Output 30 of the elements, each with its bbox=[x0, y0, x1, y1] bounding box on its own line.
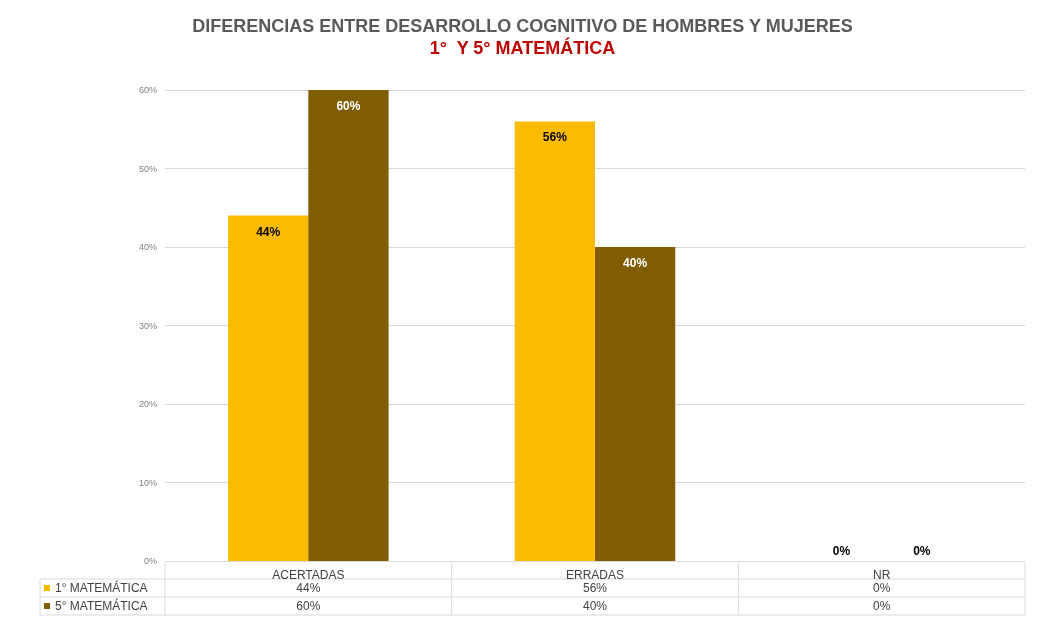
data-label: 60% bbox=[296, 599, 321, 613]
text: 0% bbox=[832, 544, 851, 558]
text: 40% bbox=[623, 256, 648, 270]
y-tick-label: 40% bbox=[138, 242, 157, 252]
x-tick-label: ACERTADAS bbox=[272, 568, 345, 582]
bar bbox=[308, 90, 389, 561]
legend-label: 5° MATEMÁTICA bbox=[55, 598, 148, 613]
bar bbox=[595, 247, 676, 561]
chart-subtitle: 1° Y 5° MATEMÁTICA bbox=[429, 37, 616, 58]
x-tick-label: NR bbox=[872, 568, 891, 582]
y-tick-label: 50% bbox=[138, 163, 157, 174]
data-label: 0% bbox=[872, 581, 891, 595]
y-tick-label: 30% bbox=[138, 320, 157, 331]
x-tick-label: ERRADAS bbox=[565, 568, 625, 582]
text: 0% bbox=[913, 544, 931, 558]
data-label: 0% bbox=[872, 599, 891, 613]
text: 56% bbox=[542, 130, 567, 145]
data-label: 56% bbox=[582, 581, 608, 595]
bar bbox=[228, 215, 309, 561]
text: 44% bbox=[256, 224, 281, 239]
y-tick-label: 0% bbox=[143, 556, 157, 566]
data-label: 40% bbox=[582, 599, 608, 613]
y-tick-label: 60% bbox=[138, 85, 157, 95]
y-tick-label: 10% bbox=[138, 477, 157, 488]
legend-label: 1° MATEMÁTICA bbox=[55, 580, 148, 595]
chart-title: DIFERENCIAS ENTRE DESARROLLO COGNITIVO DE HOMBRES Y MUJERES bbox=[192, 16, 853, 36]
y-tick-label: 20% bbox=[138, 399, 157, 409]
bar bbox=[514, 121, 595, 561]
text: 60% bbox=[336, 99, 361, 113]
data-label: 44% bbox=[296, 581, 321, 595]
